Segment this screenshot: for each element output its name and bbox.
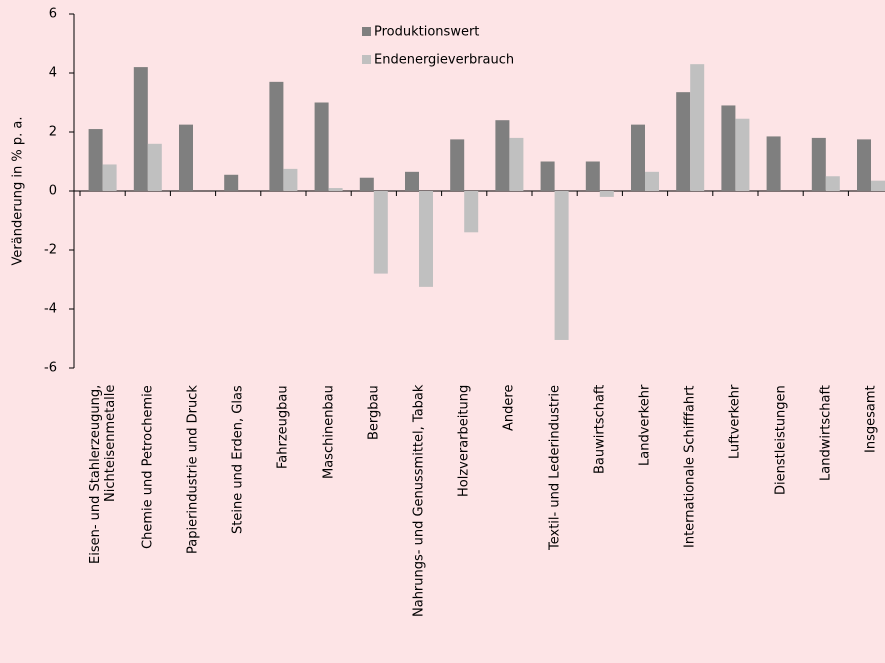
- bar: [721, 105, 736, 191]
- x-tick-label: Maschinenbau: [321, 385, 337, 479]
- bar: [359, 177, 374, 191]
- y-axis-label: Veränderung in % p. a.: [11, 117, 26, 266]
- bar: [540, 161, 555, 191]
- y-tick-label: -6: [44, 361, 57, 376]
- x-tick-label: Bauwirtschaft: [592, 385, 608, 475]
- bar: [585, 161, 600, 191]
- legend-label: Produktionswert: [374, 25, 479, 40]
- bar: [224, 174, 239, 191]
- bar: [314, 102, 329, 191]
- x-tick-label: Holzverarbeitung: [456, 385, 472, 498]
- bar: [690, 64, 705, 191]
- bar: [825, 176, 840, 191]
- bar: [133, 67, 148, 191]
- x-tick-label: Luftverkehr: [727, 385, 743, 460]
- bar: [676, 92, 691, 191]
- x-tick-label: Bergbau: [366, 385, 382, 440]
- y-tick-label: 4: [49, 66, 57, 81]
- bar: [554, 191, 569, 340]
- bar: [283, 168, 298, 191]
- bar: [179, 124, 193, 191]
- legend-swatch: [362, 27, 371, 36]
- x-tick-label: Landwirtschaft: [818, 385, 834, 481]
- bar: [405, 171, 419, 191]
- y-tick-label: -2: [44, 243, 57, 258]
- bar: [328, 188, 343, 191]
- bar: [147, 143, 162, 191]
- bar: [269, 81, 284, 191]
- x-tick-label: Internationale Schifffahrt: [682, 385, 698, 548]
- bar: [811, 137, 826, 191]
- legend-swatch: [362, 55, 371, 64]
- bar: [450, 139, 465, 191]
- bar: [735, 118, 750, 191]
- y-tick-label: 0: [49, 184, 57, 199]
- x-tick-label: Nahrungs- und Genussmittel, Tabak: [411, 385, 427, 618]
- x-tick-label: Andere: [501, 385, 517, 432]
- x-tick-label: Steine und Erden, Glas: [230, 385, 246, 534]
- bar: [645, 171, 659, 191]
- x-tick-label: Dienstleistungen: [773, 385, 789, 495]
- y-tick-label: -4: [44, 302, 57, 317]
- x-tick-label: Landverkehr: [637, 385, 653, 467]
- y-tick-label: 2: [49, 125, 57, 140]
- bar: [495, 120, 510, 191]
- bar: [419, 191, 433, 287]
- bar: [871, 180, 885, 191]
- bar: [102, 164, 117, 191]
- x-tick-label: Papierindustrie und Druck: [185, 385, 201, 554]
- y-tick-label: 6: [49, 7, 57, 22]
- legend-label: Endenergieverbrauch: [374, 53, 514, 68]
- x-tick-label: Insgesamt: [863, 385, 879, 453]
- bar: [766, 136, 781, 191]
- bar: [373, 191, 388, 274]
- x-tick-label: Fahrzeugbau: [275, 385, 291, 469]
- bar: [509, 137, 524, 191]
- x-tick-label: Eisen- und Stahlerzeugung, Nichteisenmet…: [87, 385, 118, 565]
- bar: [599, 191, 614, 197]
- x-tick-label: Chemie und Petrochemie: [140, 385, 156, 549]
- bar: [464, 191, 479, 233]
- x-tick-label: Textil- und Lederindustrie: [547, 385, 563, 550]
- bar: [631, 124, 645, 191]
- bar: [857, 139, 871, 191]
- bar: [88, 129, 103, 191]
